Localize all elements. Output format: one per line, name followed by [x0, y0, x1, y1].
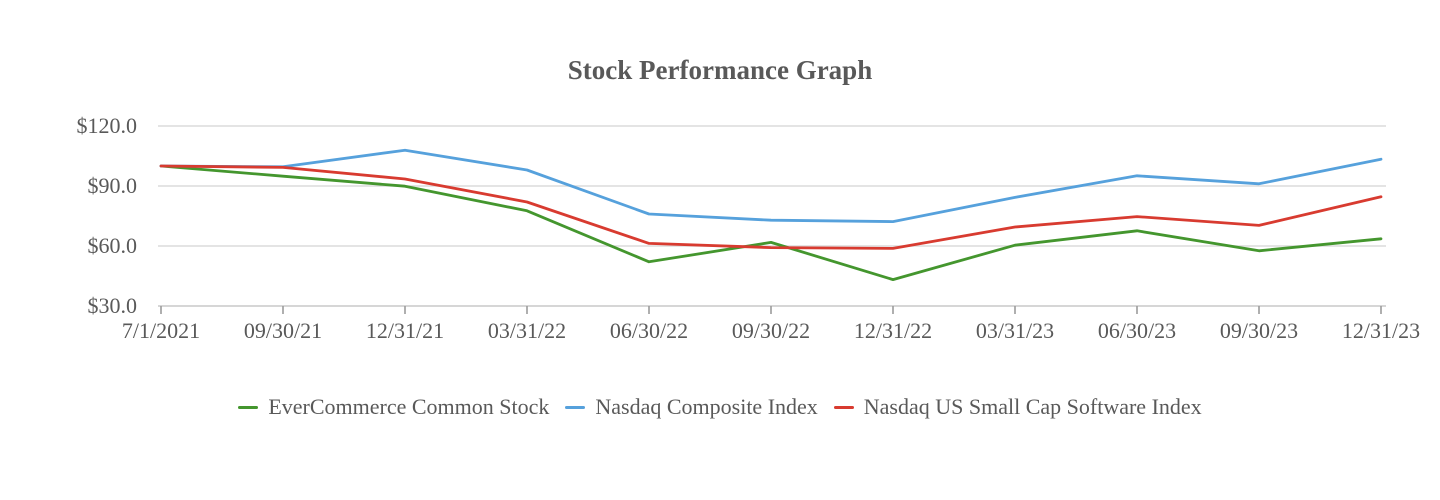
x-tick-label: 12/31/22 — [853, 318, 933, 343]
x-tick-label: 09/30/22 — [731, 318, 811, 343]
x-tick-label: 12/31/21 — [365, 318, 445, 343]
legend-item-nasdaq-smallcap-software: Nasdaq US Small Cap Software Index — [833, 394, 1202, 420]
legend-item-evercommerce: EverCommerce Common Stock — [238, 394, 549, 420]
series-lines — [159, 148, 1383, 282]
series-line-nasdaq-us-small-cap-software-index — [159, 164, 1383, 250]
x-tick-label: 09/30/21 — [243, 318, 323, 343]
y-tick-label-90: $90.0 — [87, 173, 138, 198]
x-tick-label: 7/1/2021 — [121, 318, 201, 343]
legend: EverCommerce Common Stock Nasdaq Composi… — [0, 394, 1440, 420]
series-line-nasdaq-composite-index — [159, 148, 1383, 224]
y-tick-label-120: $120.0 — [76, 113, 138, 138]
legend-label: Nasdaq US Small Cap Software Index — [863, 394, 1202, 419]
x-tick-label: 03/31/23 — [975, 318, 1055, 343]
legend-dash-icon — [565, 405, 586, 409]
x-tick-label: 09/30/23 — [1219, 318, 1299, 343]
legend-label: Nasdaq Composite Index — [595, 394, 818, 419]
x-tick-label: 06/30/23 — [1097, 318, 1177, 343]
legend-item-nasdaq-composite: Nasdaq Composite Index — [565, 394, 818, 420]
legend-label: EverCommerce Common Stock — [268, 394, 550, 419]
x-tick-label: 12/31/23 — [1341, 318, 1421, 343]
x-tick-label: 03/31/22 — [487, 318, 567, 343]
legend-dash-icon — [833, 405, 854, 409]
legend-dash-icon — [238, 405, 259, 409]
chart-title: Stock Performance Graph — [567, 55, 873, 85]
series-line-evercommerce-common-stock — [159, 164, 1383, 282]
x-tick-label: 06/30/22 — [609, 318, 689, 343]
y-tick-label-30: $30.0 — [87, 293, 138, 318]
gridlines — [158, 125, 1386, 247]
y-tick-label-60: $60.0 — [87, 233, 138, 258]
x-axis — [158, 305, 1386, 314]
